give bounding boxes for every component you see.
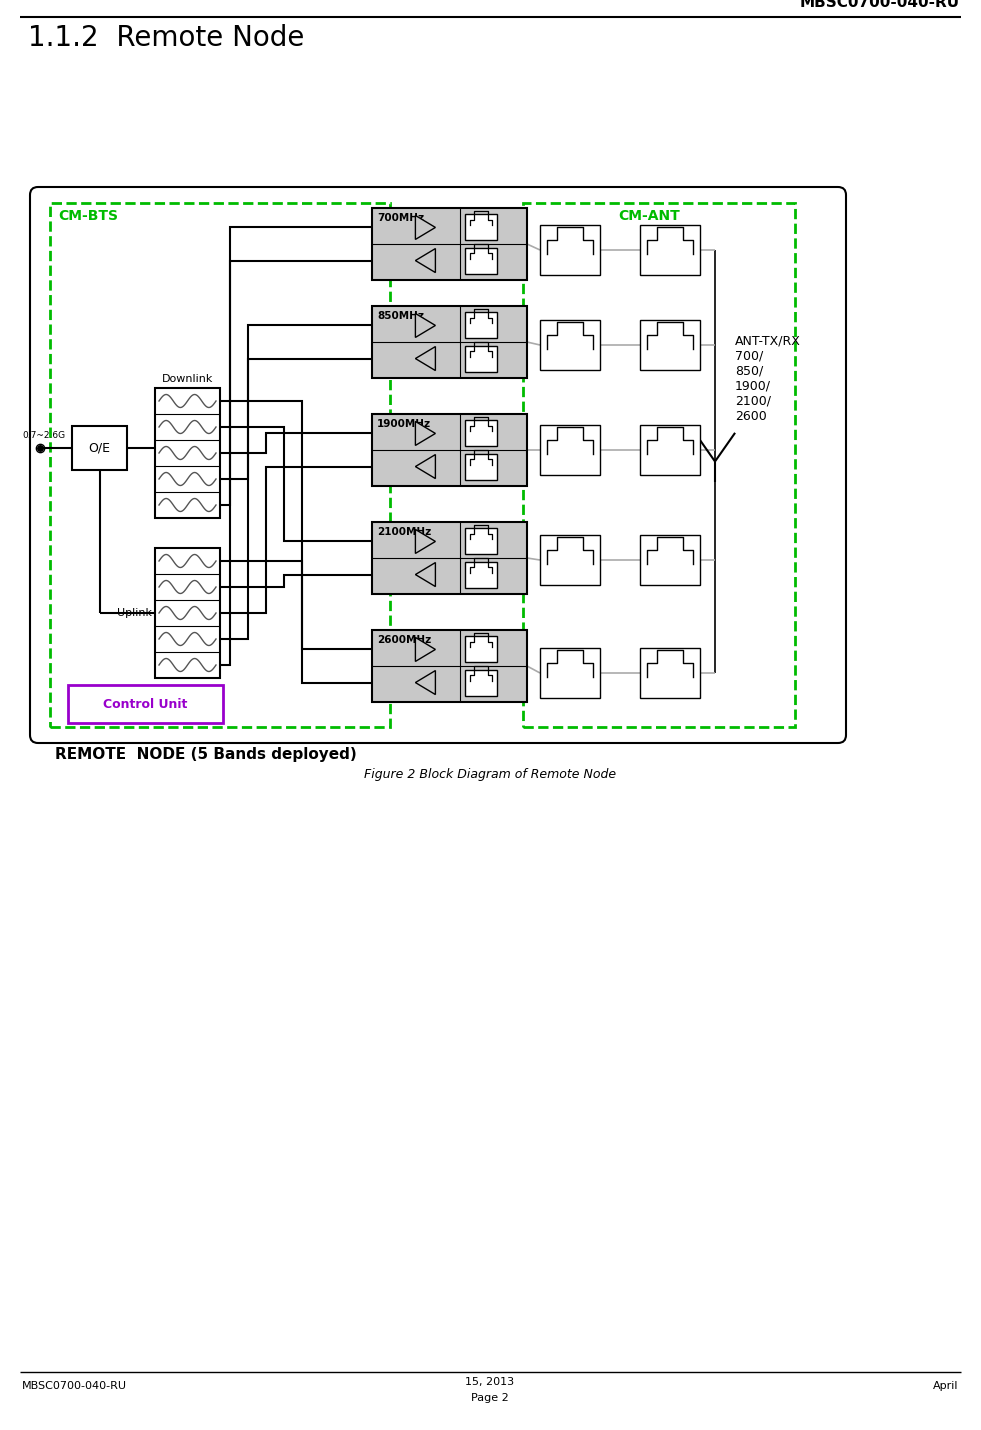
FancyBboxPatch shape (155, 388, 220, 518)
Text: O/E: O/E (88, 442, 111, 455)
FancyBboxPatch shape (372, 415, 527, 486)
Polygon shape (415, 529, 436, 553)
Text: April: April (933, 1381, 958, 1391)
FancyBboxPatch shape (465, 312, 497, 339)
Text: 2100MHz: 2100MHz (377, 528, 432, 538)
Text: 2600MHz: 2600MHz (377, 635, 432, 645)
Text: 0.7~2.6G: 0.7~2.6G (22, 430, 65, 440)
FancyBboxPatch shape (465, 529, 497, 555)
FancyBboxPatch shape (155, 548, 220, 678)
FancyBboxPatch shape (465, 420, 497, 446)
Text: MBSC0700-040-RU: MBSC0700-040-RU (800, 0, 960, 10)
FancyBboxPatch shape (30, 187, 846, 744)
FancyBboxPatch shape (72, 426, 127, 470)
Text: 1900MHz: 1900MHz (377, 419, 431, 429)
FancyBboxPatch shape (372, 207, 527, 280)
FancyBboxPatch shape (640, 425, 700, 475)
FancyBboxPatch shape (640, 648, 700, 698)
Polygon shape (415, 313, 436, 337)
FancyBboxPatch shape (372, 306, 527, 378)
Text: Page 2: Page 2 (471, 1393, 509, 1403)
Text: 15, 2013: 15, 2013 (465, 1377, 515, 1387)
FancyBboxPatch shape (465, 346, 497, 372)
Polygon shape (415, 216, 436, 239)
Polygon shape (415, 249, 436, 273)
Polygon shape (415, 562, 436, 586)
FancyBboxPatch shape (540, 225, 600, 275)
FancyBboxPatch shape (68, 685, 223, 724)
Polygon shape (415, 671, 436, 695)
FancyBboxPatch shape (540, 320, 600, 370)
FancyBboxPatch shape (372, 522, 527, 593)
Polygon shape (415, 422, 436, 445)
FancyBboxPatch shape (465, 636, 497, 662)
Text: Uplink: Uplink (117, 608, 152, 618)
Polygon shape (415, 346, 436, 370)
FancyBboxPatch shape (465, 562, 497, 588)
FancyBboxPatch shape (640, 225, 700, 275)
FancyBboxPatch shape (465, 214, 497, 240)
Text: MBSC0700-040-RU: MBSC0700-040-RU (22, 1381, 127, 1391)
Text: 850MHz: 850MHz (377, 310, 424, 320)
FancyBboxPatch shape (465, 247, 497, 273)
Text: 1.1.2  Remote Node: 1.1.2 Remote Node (28, 24, 304, 51)
Text: Downlink: Downlink (162, 375, 213, 385)
FancyBboxPatch shape (465, 669, 497, 695)
Text: ANT-TX/RX
700/
850/
1900/
2100/
2600: ANT-TX/RX 700/ 850/ 1900/ 2100/ 2600 (735, 335, 800, 423)
Text: REMOTE  NODE (5 Bands deployed): REMOTE NODE (5 Bands deployed) (55, 746, 357, 762)
FancyBboxPatch shape (540, 535, 600, 585)
FancyBboxPatch shape (465, 453, 497, 479)
Polygon shape (415, 638, 436, 662)
FancyBboxPatch shape (540, 648, 600, 698)
Polygon shape (415, 455, 436, 479)
Text: Figure 2 Block Diagram of Remote Node: Figure 2 Block Diagram of Remote Node (364, 768, 616, 781)
FancyBboxPatch shape (540, 425, 600, 475)
Text: CM-BTS: CM-BTS (58, 209, 118, 223)
Text: Control Unit: Control Unit (103, 698, 187, 711)
Text: CM-ANT: CM-ANT (618, 209, 680, 223)
FancyBboxPatch shape (640, 320, 700, 370)
Text: 700MHz: 700MHz (377, 213, 424, 223)
FancyBboxPatch shape (372, 631, 527, 702)
FancyBboxPatch shape (640, 535, 700, 585)
